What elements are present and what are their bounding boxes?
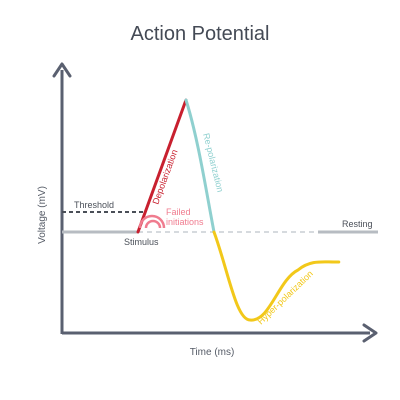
diagram-title: Action Potential (131, 23, 270, 45)
depolarization-curve (136, 98, 188, 234)
failed-initiation-arc-inner (144, 219, 162, 229)
resting-label: Resting (342, 219, 373, 229)
x-axis-label: Time (ms) (190, 347, 235, 358)
repolarization-curve (184, 98, 216, 234)
failed-initiations-arcs (138, 214, 166, 229)
stimulus-label: Stimulus (124, 237, 159, 247)
failed-initiations-label-line1: Failed (166, 207, 191, 217)
failed-initiation-arc-outer (138, 214, 166, 229)
hyperpolarization-curve (212, 230, 341, 322)
hyperpolarization-label: Hyper-polarization (255, 269, 314, 327)
y-axis-arrow-icon (52, 62, 72, 78)
threshold-label: Threshold (74, 200, 114, 210)
axes (52, 62, 378, 343)
x-axis-arrow-icon (362, 323, 378, 343)
y-axis-label: Voltage (mV) (37, 186, 48, 244)
failed-initiations-label-line2: initiations (166, 217, 204, 227)
